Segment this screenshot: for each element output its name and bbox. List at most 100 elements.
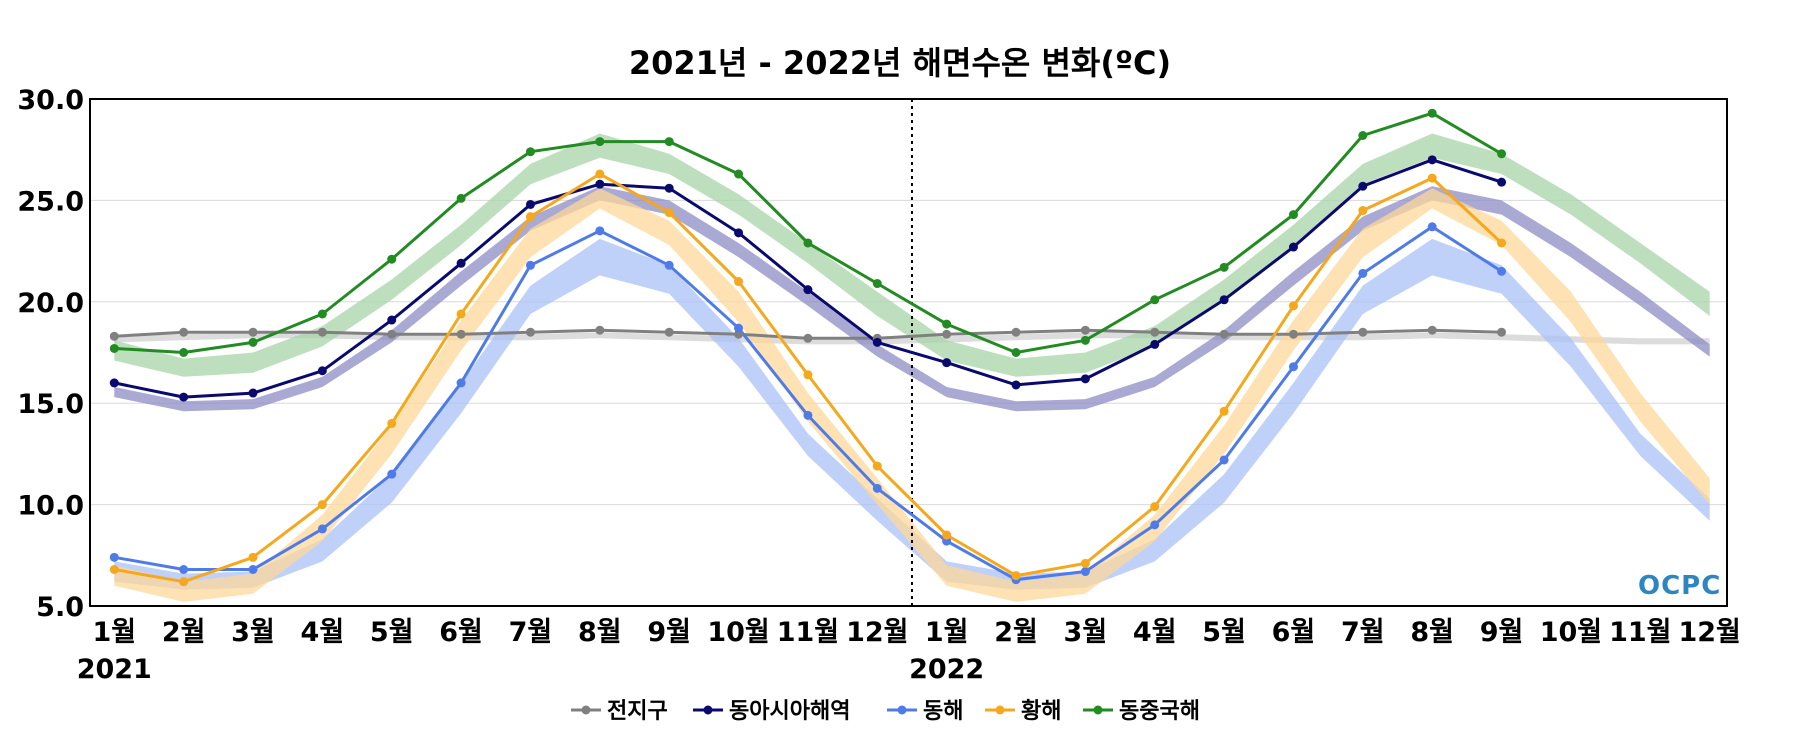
x-axis-ticks: 1월 2월 3월 4월 5월 6월 7월 8월 9월 10월 11월 12월 1월 2월 3월 4월 5월 6월 7… bbox=[77, 617, 1741, 685]
legend-label: 동중국해 bbox=[1119, 699, 1200, 724]
point-series-3 bbox=[109, 564, 119, 574]
ocpc-logo-text: OCPC bbox=[1638, 571, 1721, 601]
legend: 전지구 동아시아해역 동해 황해 동중국해 bbox=[571, 699, 1200, 724]
y-tick-label: 30.0 bbox=[17, 85, 84, 116]
point-series-1 bbox=[1080, 374, 1090, 384]
point-series-3 bbox=[1080, 558, 1090, 568]
point-series-3 bbox=[1288, 301, 1298, 311]
point-series-1 bbox=[1427, 155, 1437, 165]
point-series-0 bbox=[1080, 325, 1090, 335]
point-series-1 bbox=[1358, 181, 1368, 191]
point-series-4 bbox=[803, 238, 813, 248]
x-tick-label: 10월 bbox=[1540, 617, 1602, 648]
point-series-1 bbox=[1497, 177, 1507, 187]
point-series-2 bbox=[317, 524, 327, 534]
point-series-4 bbox=[1150, 295, 1160, 305]
x-tick-label: 1월 bbox=[925, 617, 969, 648]
point-series-0 bbox=[664, 327, 674, 337]
point-series-0 bbox=[1358, 327, 1368, 337]
point-series-3 bbox=[1011, 571, 1021, 581]
point-series-4 bbox=[664, 137, 674, 147]
point-series-2 bbox=[456, 378, 466, 388]
point-series-1 bbox=[456, 258, 466, 268]
legend-swatch-marker bbox=[995, 705, 1005, 715]
point-series-4 bbox=[1427, 108, 1437, 118]
x-tick-label: 3월 bbox=[1064, 617, 1108, 648]
point-series-3 bbox=[387, 418, 397, 428]
point-series-0 bbox=[109, 331, 119, 341]
x-tick-label: 7월 bbox=[509, 617, 553, 648]
x-tick-label: 5월 bbox=[1202, 617, 1246, 648]
point-series-3 bbox=[595, 169, 605, 179]
point-series-2 bbox=[664, 260, 674, 270]
point-series-0 bbox=[179, 327, 189, 337]
y-tick-label: 15.0 bbox=[17, 389, 84, 420]
chart-title: 2021년 - 2022년 해면수온 변화(ºC) bbox=[629, 44, 1171, 82]
point-series-4 bbox=[109, 343, 119, 353]
point-series-3 bbox=[1497, 238, 1507, 248]
x-tick-label: 3월 bbox=[231, 617, 275, 648]
x-tick-label: 4월 bbox=[301, 617, 345, 648]
point-series-3 bbox=[734, 277, 744, 287]
legend-label: 황해 bbox=[1021, 699, 1061, 724]
y-tick-label: 20.0 bbox=[17, 288, 84, 319]
point-series-2 bbox=[1288, 362, 1298, 372]
legend-swatch-marker bbox=[581, 705, 591, 715]
point-series-1 bbox=[525, 199, 535, 209]
plot-frame bbox=[89, 98, 1728, 607]
point-series-2 bbox=[1358, 268, 1368, 278]
point-series-3 bbox=[664, 208, 674, 218]
point-series-0 bbox=[525, 327, 535, 337]
point-series-1 bbox=[387, 315, 397, 325]
point-series-1 bbox=[1288, 242, 1298, 252]
x-tick-label: 9월 bbox=[1480, 617, 1524, 648]
x-tick-label: 4월 bbox=[1133, 617, 1177, 648]
y-tick-label: 5.0 bbox=[36, 592, 84, 623]
x-tick-label: 8월 bbox=[1410, 617, 1454, 648]
point-series-4 bbox=[317, 309, 327, 319]
point-series-0 bbox=[595, 325, 605, 335]
legend-label: 동아시아해역 bbox=[729, 699, 850, 724]
point-series-4 bbox=[1288, 210, 1298, 220]
point-series-0 bbox=[1497, 327, 1507, 337]
point-series-1 bbox=[803, 285, 813, 295]
point-series-4 bbox=[525, 147, 535, 157]
band-series-2 bbox=[114, 238, 1710, 590]
point-series-3 bbox=[1150, 502, 1160, 512]
legend-item-4: 동중국해 bbox=[1083, 699, 1200, 724]
x-tick-label: 11월 bbox=[1609, 617, 1671, 648]
point-series-1 bbox=[1219, 295, 1229, 305]
point-series-1 bbox=[248, 388, 258, 398]
point-series-0 bbox=[1150, 327, 1160, 337]
legend-item-0: 전지구 bbox=[571, 699, 668, 724]
point-series-2 bbox=[734, 323, 744, 333]
point-series-4 bbox=[1219, 262, 1229, 272]
point-series-4 bbox=[1358, 131, 1368, 141]
point-series-2 bbox=[248, 564, 258, 574]
point-series-2 bbox=[595, 226, 605, 236]
point-series-1 bbox=[872, 337, 882, 347]
point-series-2 bbox=[1150, 520, 1160, 530]
point-series-3 bbox=[179, 577, 189, 587]
x-tick-label: 10월 bbox=[707, 617, 769, 648]
point-series-4 bbox=[872, 279, 882, 289]
x-tick-label: 2월 bbox=[994, 617, 1038, 648]
point-series-3 bbox=[872, 461, 882, 471]
point-series-4 bbox=[248, 337, 258, 347]
series-points bbox=[109, 108, 1507, 587]
x-year-label: 2021 bbox=[77, 654, 152, 685]
x-tick-label: 12월 bbox=[846, 617, 908, 648]
point-series-0 bbox=[317, 327, 327, 337]
point-series-2 bbox=[387, 469, 397, 479]
point-series-3 bbox=[1219, 406, 1229, 416]
point-series-2 bbox=[803, 410, 813, 420]
point-series-3 bbox=[248, 552, 258, 562]
legend-item-3: 황해 bbox=[985, 699, 1061, 724]
x-tick-label: 8월 bbox=[578, 617, 622, 648]
point-series-3 bbox=[525, 212, 535, 222]
x-tick-label: 1월 bbox=[92, 617, 136, 648]
point-series-4 bbox=[456, 193, 466, 203]
point-series-1 bbox=[317, 366, 327, 376]
